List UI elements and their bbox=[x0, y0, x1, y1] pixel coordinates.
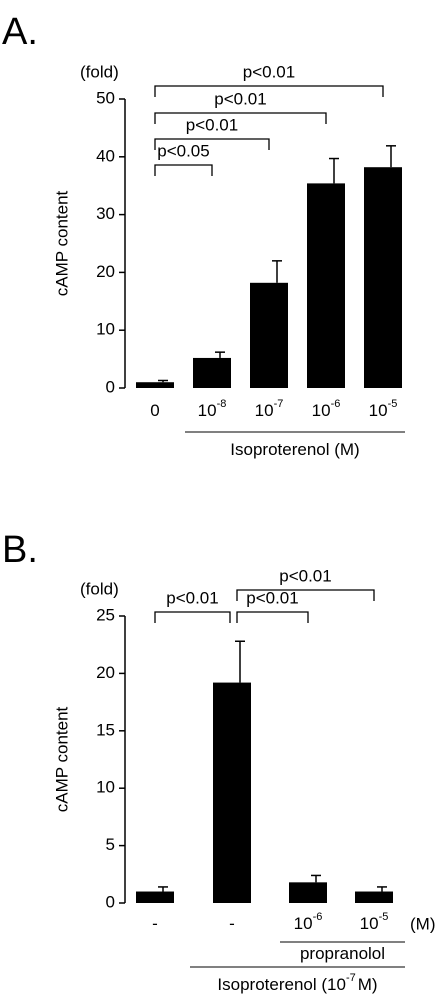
x-tick-label: - bbox=[152, 914, 158, 933]
group-label-base: Isoproterenol (M) bbox=[230, 440, 359, 459]
x-tick-label-base: 10 bbox=[312, 401, 331, 420]
significance-bracket bbox=[154, 112, 327, 124]
y-tick-label: 0 bbox=[106, 892, 115, 911]
y-tick-label: 5 bbox=[106, 835, 115, 854]
x-tick-label-base: 0 bbox=[150, 401, 159, 420]
group-label-base: propranolol bbox=[300, 944, 385, 963]
bar bbox=[307, 183, 345, 388]
y-axis-label: cAMP content bbox=[52, 190, 71, 296]
y-tick-label: 20 bbox=[96, 663, 115, 682]
group-label: Isoproterenol (M) bbox=[230, 440, 359, 459]
x-tick-label: 10-6 bbox=[312, 398, 341, 421]
panel-label: B. bbox=[2, 529, 38, 571]
x-tick-label: 10-5 bbox=[360, 911, 389, 934]
x-tick-label-sup: -5 bbox=[379, 911, 389, 923]
bar bbox=[213, 682, 251, 903]
group-label-tail: M) bbox=[358, 975, 378, 994]
significance-bracket bbox=[154, 138, 270, 150]
significance-label: p<0.01 bbox=[186, 115, 238, 134]
significance-label: p<0.01 bbox=[279, 566, 331, 585]
y-axis-label: cAMP content bbox=[52, 706, 71, 812]
bar bbox=[136, 891, 174, 903]
significance-label: p<0.05 bbox=[157, 141, 209, 160]
y-tick-label: 10 bbox=[96, 320, 115, 339]
x-tick-label: 10-7 bbox=[255, 398, 284, 421]
significance-label: p<0.01 bbox=[246, 588, 298, 607]
significance-bracket bbox=[236, 611, 309, 623]
y-tick-label: 0 bbox=[106, 377, 115, 396]
x-tick-label: 10-6 bbox=[294, 911, 323, 934]
bar bbox=[355, 891, 393, 903]
group-label: propranolol bbox=[300, 944, 385, 963]
y-tick-label: 50 bbox=[96, 88, 115, 107]
x-tick-label-sup: -8 bbox=[217, 398, 227, 410]
significance-label: p<0.01 bbox=[214, 89, 266, 108]
significance-label: p<0.01 bbox=[243, 62, 295, 81]
x-tick-label-sup: -5 bbox=[388, 398, 398, 410]
bar bbox=[250, 282, 288, 388]
y-tick-label: 10 bbox=[96, 778, 115, 797]
x-tick-label: 10-8 bbox=[198, 398, 227, 421]
category-unit: (M) bbox=[410, 914, 435, 933]
bar bbox=[136, 382, 174, 388]
x-tick-label-sup: -6 bbox=[331, 398, 341, 410]
y-tick-label: 30 bbox=[96, 204, 115, 223]
y-tick-label: 40 bbox=[96, 146, 115, 165]
bar bbox=[364, 167, 402, 388]
x-tick-label: 10-5 bbox=[369, 398, 398, 421]
significance-label: p<0.01 bbox=[166, 588, 218, 607]
x-tick-label-base: 10 bbox=[360, 914, 379, 933]
x-tick-label: 0 bbox=[150, 401, 159, 420]
significance-bracket bbox=[236, 589, 375, 601]
bar bbox=[193, 357, 231, 388]
x-tick-label-base: 10 bbox=[369, 401, 388, 420]
x-tick-label-base: - bbox=[152, 914, 158, 933]
x-tick-label-sup: -7 bbox=[274, 398, 284, 410]
x-tick-label-base: - bbox=[229, 914, 235, 933]
unit-label: (fold) bbox=[80, 62, 119, 81]
group-label-base: Isoproterenol (10 bbox=[217, 975, 346, 994]
x-tick-label-sup: -6 bbox=[313, 911, 323, 923]
x-tick-label: - bbox=[229, 914, 235, 933]
significance-bracket bbox=[154, 85, 384, 97]
y-tick-label: 20 bbox=[96, 262, 115, 281]
bar bbox=[289, 882, 327, 903]
unit-label: (fold) bbox=[80, 579, 119, 598]
group-label: Isoproterenol (10-7 M) bbox=[217, 972, 377, 995]
x-tick-label-base: 10 bbox=[294, 914, 313, 933]
significance-bracket bbox=[154, 611, 231, 623]
group-label-sup: -7 bbox=[346, 972, 356, 984]
x-tick-label-base: 10 bbox=[255, 401, 274, 420]
significance-bracket bbox=[154, 164, 213, 176]
y-tick-label: 15 bbox=[96, 720, 115, 739]
x-tick-label-base: 10 bbox=[198, 401, 217, 420]
y-tick-label: 25 bbox=[96, 605, 115, 624]
panel-label: A. bbox=[2, 11, 38, 53]
